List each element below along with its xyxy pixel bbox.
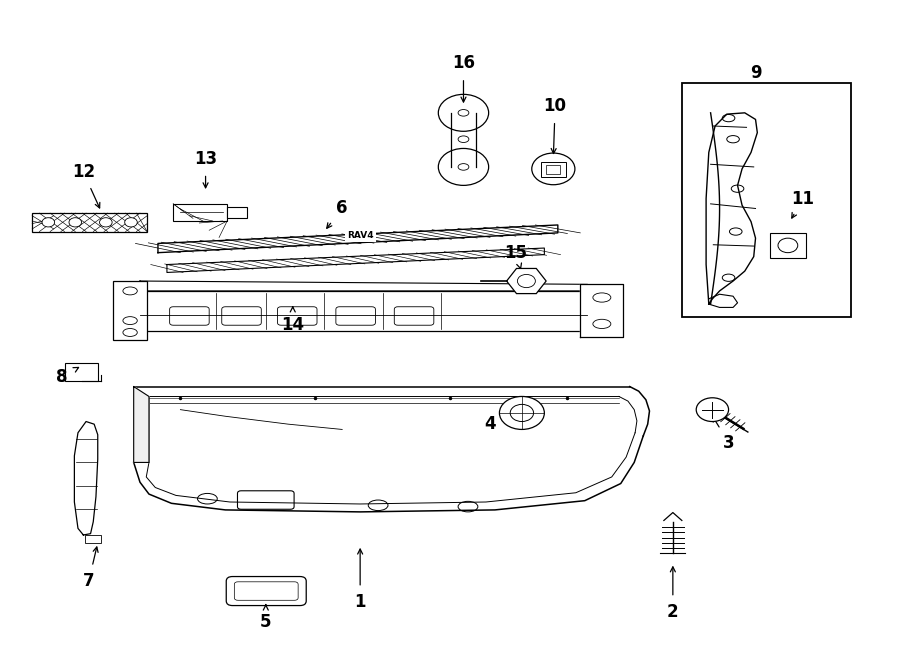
Bar [32,213,148,231]
Bar [227,207,247,217]
Bar [770,233,806,258]
Text: 13: 13 [194,150,217,168]
Text: RAV4: RAV4 [346,231,374,240]
Bar [86,535,102,543]
Text: 9: 9 [750,64,761,82]
Bar [173,204,227,221]
Circle shape [69,217,82,227]
Polygon shape [140,281,588,291]
Polygon shape [134,387,149,463]
Bar [541,163,566,176]
Text: 7: 7 [83,572,94,590]
Polygon shape [580,284,624,337]
Text: 16: 16 [452,54,475,72]
Polygon shape [166,248,544,272]
Text: 1: 1 [355,594,366,611]
Text: 10: 10 [544,97,567,115]
Circle shape [42,217,55,227]
Text: 15: 15 [504,244,527,262]
Text: 14: 14 [281,316,304,334]
Text: 2: 2 [667,603,679,621]
Bar [113,281,148,340]
Text: 3: 3 [723,434,734,451]
Text: 5: 5 [260,613,272,631]
Circle shape [125,217,138,227]
Circle shape [100,217,112,227]
Bar [66,363,98,381]
Circle shape [697,398,729,422]
Bar [546,165,560,174]
Bar [682,83,850,317]
Text: 11: 11 [792,190,814,208]
Polygon shape [140,291,588,330]
Text: 8: 8 [56,368,68,385]
Text: 4: 4 [484,415,496,433]
Circle shape [500,397,544,430]
Text: 12: 12 [72,163,94,181]
Polygon shape [158,225,558,253]
Polygon shape [75,422,98,535]
Text: 6: 6 [337,200,348,217]
